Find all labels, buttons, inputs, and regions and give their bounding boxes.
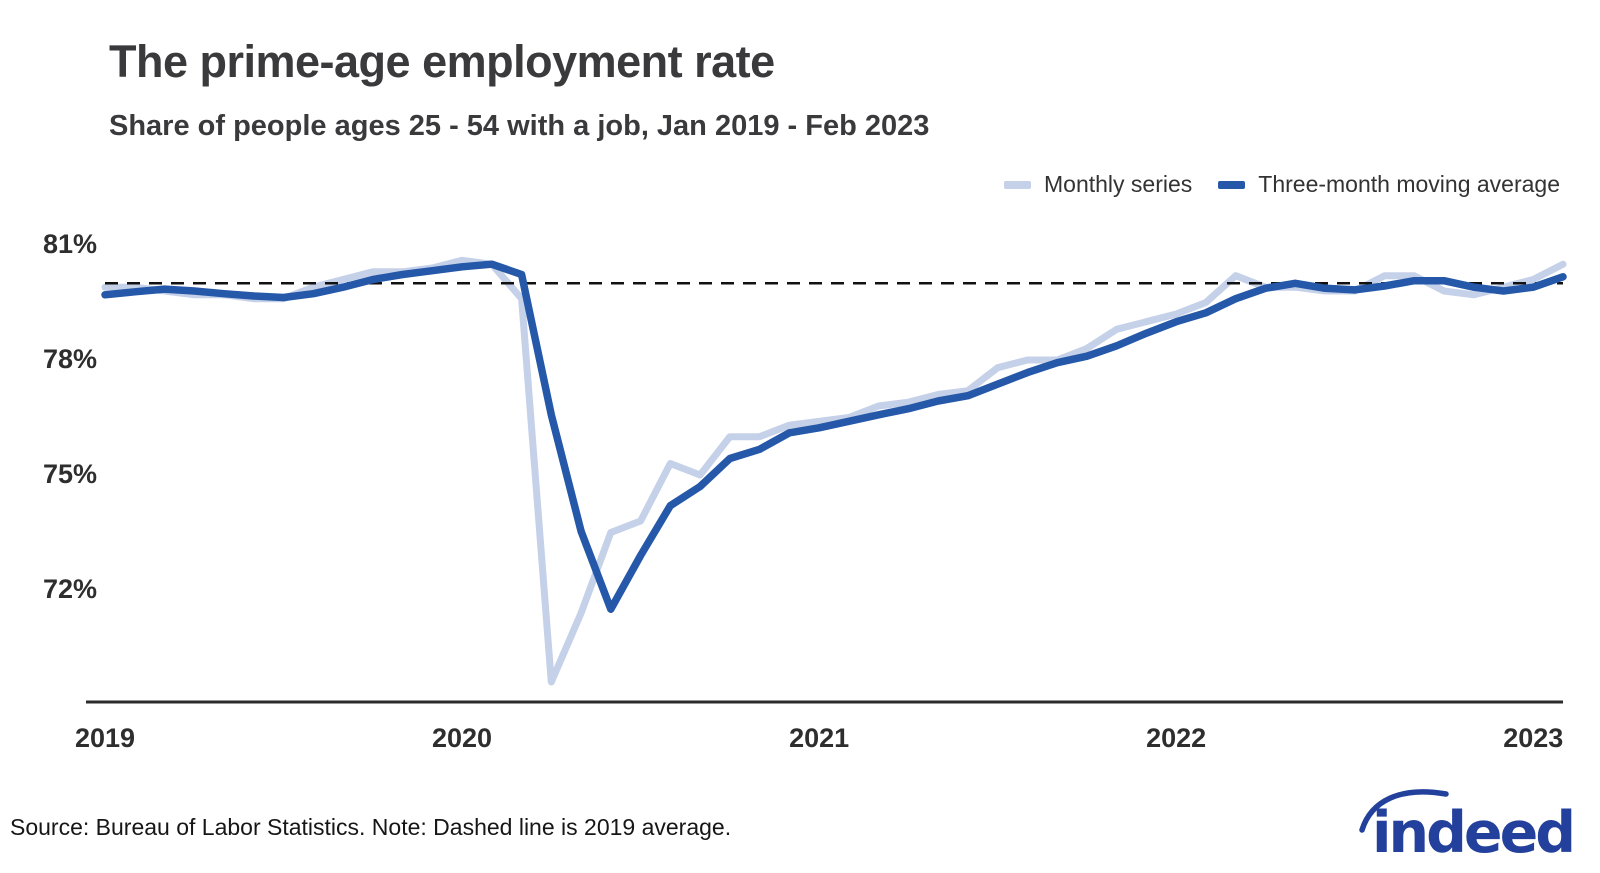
moving-average-swatch-icon xyxy=(1218,180,1246,189)
indeed-logo-swoosh-icon xyxy=(1359,789,1449,833)
x-tick-label: 2020 xyxy=(432,723,493,753)
x-tick-label: 2023 xyxy=(1503,723,1564,753)
x-tick-label: 2021 xyxy=(789,723,850,753)
legend-label-monthly-series: Monthly series xyxy=(1044,171,1193,197)
y-tick-label: 78% xyxy=(42,344,97,374)
y-tick-label: 72% xyxy=(42,574,97,604)
monthly-series-line xyxy=(101,256,1567,686)
x-tick-label: 2022 xyxy=(1146,723,1207,753)
page-subtitle: Share of people ages 25 - 54 with a job,… xyxy=(109,110,930,142)
moving-average-line xyxy=(101,260,1567,613)
legend-item-monthly-series: Monthly series xyxy=(1004,171,1192,198)
y-tick-label: 75% xyxy=(42,459,97,489)
y-tick-label: 81% xyxy=(42,229,97,259)
x-tick-label: 2019 xyxy=(74,723,136,753)
indeed-logo-text: indeed xyxy=(1372,800,1573,866)
page-title: The prime-age employment rate xyxy=(109,36,775,87)
source-note: Source: Bureau of Labor Statistics. Note… xyxy=(10,814,732,840)
legend-label-moving-average: Three-month moving average xyxy=(1258,171,1560,197)
indeed-logo: indeed xyxy=(1359,789,1576,866)
legend: Monthly series Three-month moving averag… xyxy=(1004,171,1560,198)
monthly-series-swatch-icon xyxy=(1004,180,1031,189)
legend-item-moving-average: Three-month moving average xyxy=(1218,171,1560,198)
